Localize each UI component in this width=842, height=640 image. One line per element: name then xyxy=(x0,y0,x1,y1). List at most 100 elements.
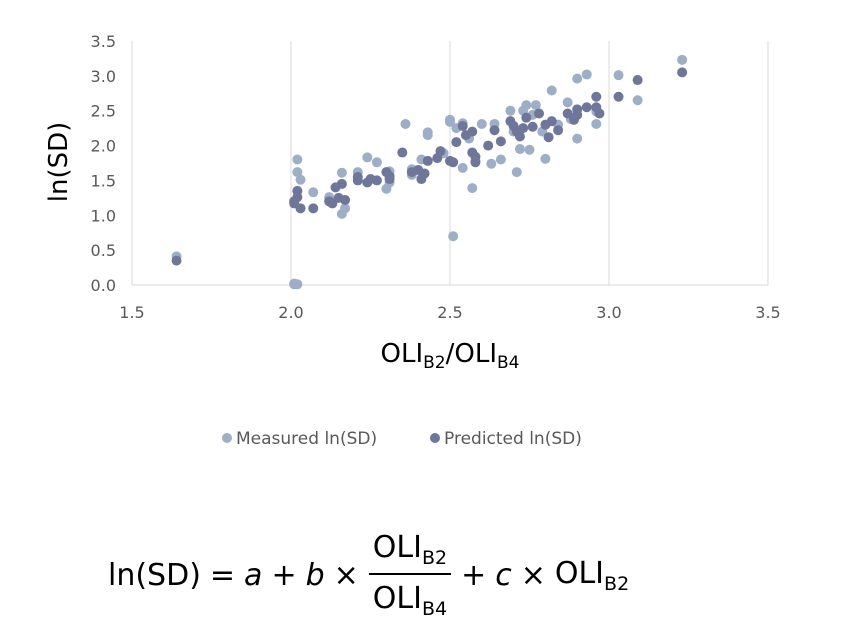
measured-point xyxy=(581,69,592,80)
measured-point xyxy=(511,167,522,178)
measured-point xyxy=(613,70,624,81)
predicted-point xyxy=(352,175,363,186)
equation-var-c: c xyxy=(495,557,512,593)
x-tick-label: 3.5 xyxy=(755,303,780,322)
predicted-point xyxy=(677,67,688,78)
predicted-point xyxy=(308,203,319,214)
numerator-sub: B2 xyxy=(421,547,448,569)
measured-point xyxy=(295,174,306,185)
tail-base: OLI xyxy=(554,555,605,591)
x-axis-title-sub1: B2 xyxy=(423,353,445,373)
measured-point xyxy=(524,144,535,155)
equation-plus: + xyxy=(271,557,297,593)
predicted-point xyxy=(518,123,529,134)
measured-point xyxy=(292,154,303,165)
measured-point xyxy=(562,97,573,108)
y-tick-label: 1.0 xyxy=(91,206,116,225)
x-tick-label: 2.5 xyxy=(437,303,462,322)
measured-point xyxy=(521,100,532,111)
legend-marker-predicted xyxy=(430,433,440,443)
measured-point xyxy=(546,85,557,96)
scatter-chart: 0.0 0.5 1.0 1.5 2.0 2.5 3.0 3.5 1.5 2.0 2.5 3.0 3.5… xyxy=(44,32,781,449)
measured-point xyxy=(457,162,468,173)
predicted-point xyxy=(581,102,592,113)
measured-point xyxy=(505,105,516,116)
predicted-point xyxy=(553,125,564,136)
measured-point xyxy=(308,187,319,198)
fraction-numerator: OLIB2 xyxy=(369,530,451,573)
measured-point xyxy=(467,183,478,194)
equation-lhs: ln(SD) xyxy=(108,557,201,593)
equation-times: × xyxy=(333,557,359,593)
measured-point xyxy=(400,118,411,129)
predicted-point xyxy=(422,155,433,166)
predicted-point xyxy=(397,147,408,158)
equation-plus-2: + xyxy=(461,557,487,593)
x-axis-title-sep: /OLI xyxy=(446,339,497,369)
measured-point xyxy=(591,118,602,129)
y-tick-labels: 0.0 0.5 1.0 1.5 2.0 2.5 3.0 3.5 xyxy=(91,32,116,295)
equation-var-a: a xyxy=(244,557,263,593)
predicted-point xyxy=(632,75,643,86)
equation-equals: = xyxy=(209,557,236,593)
numerator-base: OLI xyxy=(372,530,422,565)
measured-point xyxy=(340,203,351,214)
equation-fraction: OLIB2 OLIB4 xyxy=(368,530,452,620)
measured-point xyxy=(445,116,455,127)
x-tick-label: 1.5 xyxy=(119,303,144,322)
predicted-point xyxy=(495,136,506,147)
y-tick-label: 2.5 xyxy=(91,102,116,121)
predicted-point xyxy=(470,157,481,168)
measured-point xyxy=(572,133,583,144)
measured-point xyxy=(371,157,382,168)
x-tick-label: 2.0 xyxy=(278,303,303,322)
legend-marker-measured xyxy=(222,433,232,443)
x-axis-title-base: OLI xyxy=(381,339,424,369)
predicted-point xyxy=(419,168,430,179)
predicted-point xyxy=(371,175,382,186)
equation-var-b: b xyxy=(305,557,325,593)
fraction-denominator: OLIB4 xyxy=(368,573,452,620)
equation-times-2: × xyxy=(520,557,546,593)
predicted-point xyxy=(451,137,462,148)
measured-point xyxy=(362,152,373,163)
y-tick-label: 3.5 xyxy=(91,32,116,51)
predicted-point xyxy=(594,108,605,119)
x-tick-label: 3.0 xyxy=(596,303,621,322)
predicted-point xyxy=(384,174,395,185)
measured-point xyxy=(336,167,347,178)
measured-point xyxy=(632,95,643,106)
legend-label-measured: Measured ln(SD) xyxy=(236,429,377,449)
measured-point xyxy=(448,231,459,242)
predicted-point xyxy=(543,132,554,143)
measured-point xyxy=(476,118,487,129)
denominator-base: OLI xyxy=(372,581,422,616)
predicted-point xyxy=(435,146,446,157)
denominator-sub: B4 xyxy=(421,598,448,620)
y-tick-label: 0.5 xyxy=(91,241,116,260)
measured-point xyxy=(572,73,583,84)
predicted-point xyxy=(467,126,478,137)
y-tick-label: 3.0 xyxy=(91,67,116,86)
data-points xyxy=(171,54,688,290)
x-axis-title: OLIB2/OLIB4 xyxy=(381,339,520,373)
predicted-point xyxy=(527,121,538,132)
measured-point xyxy=(495,154,506,165)
x-axis-title-sub2: B4 xyxy=(497,353,519,373)
measured-point xyxy=(677,54,688,65)
predicted-point xyxy=(546,116,557,127)
y-axis-title: ln(SD) xyxy=(44,122,74,203)
predicted-point xyxy=(292,192,303,203)
predicted-point xyxy=(591,91,602,102)
series-predicted xyxy=(171,67,688,266)
measured-point xyxy=(514,144,525,155)
tail-sub: B2 xyxy=(604,572,630,595)
predicted-point xyxy=(489,125,500,136)
measured-point xyxy=(292,167,303,178)
measured-point xyxy=(540,153,551,164)
measured-point xyxy=(486,158,497,169)
predicted-point xyxy=(514,131,525,142)
equation-tail: OLIB2 xyxy=(555,556,629,595)
predicted-point xyxy=(521,112,532,123)
predicted-point xyxy=(562,108,573,119)
